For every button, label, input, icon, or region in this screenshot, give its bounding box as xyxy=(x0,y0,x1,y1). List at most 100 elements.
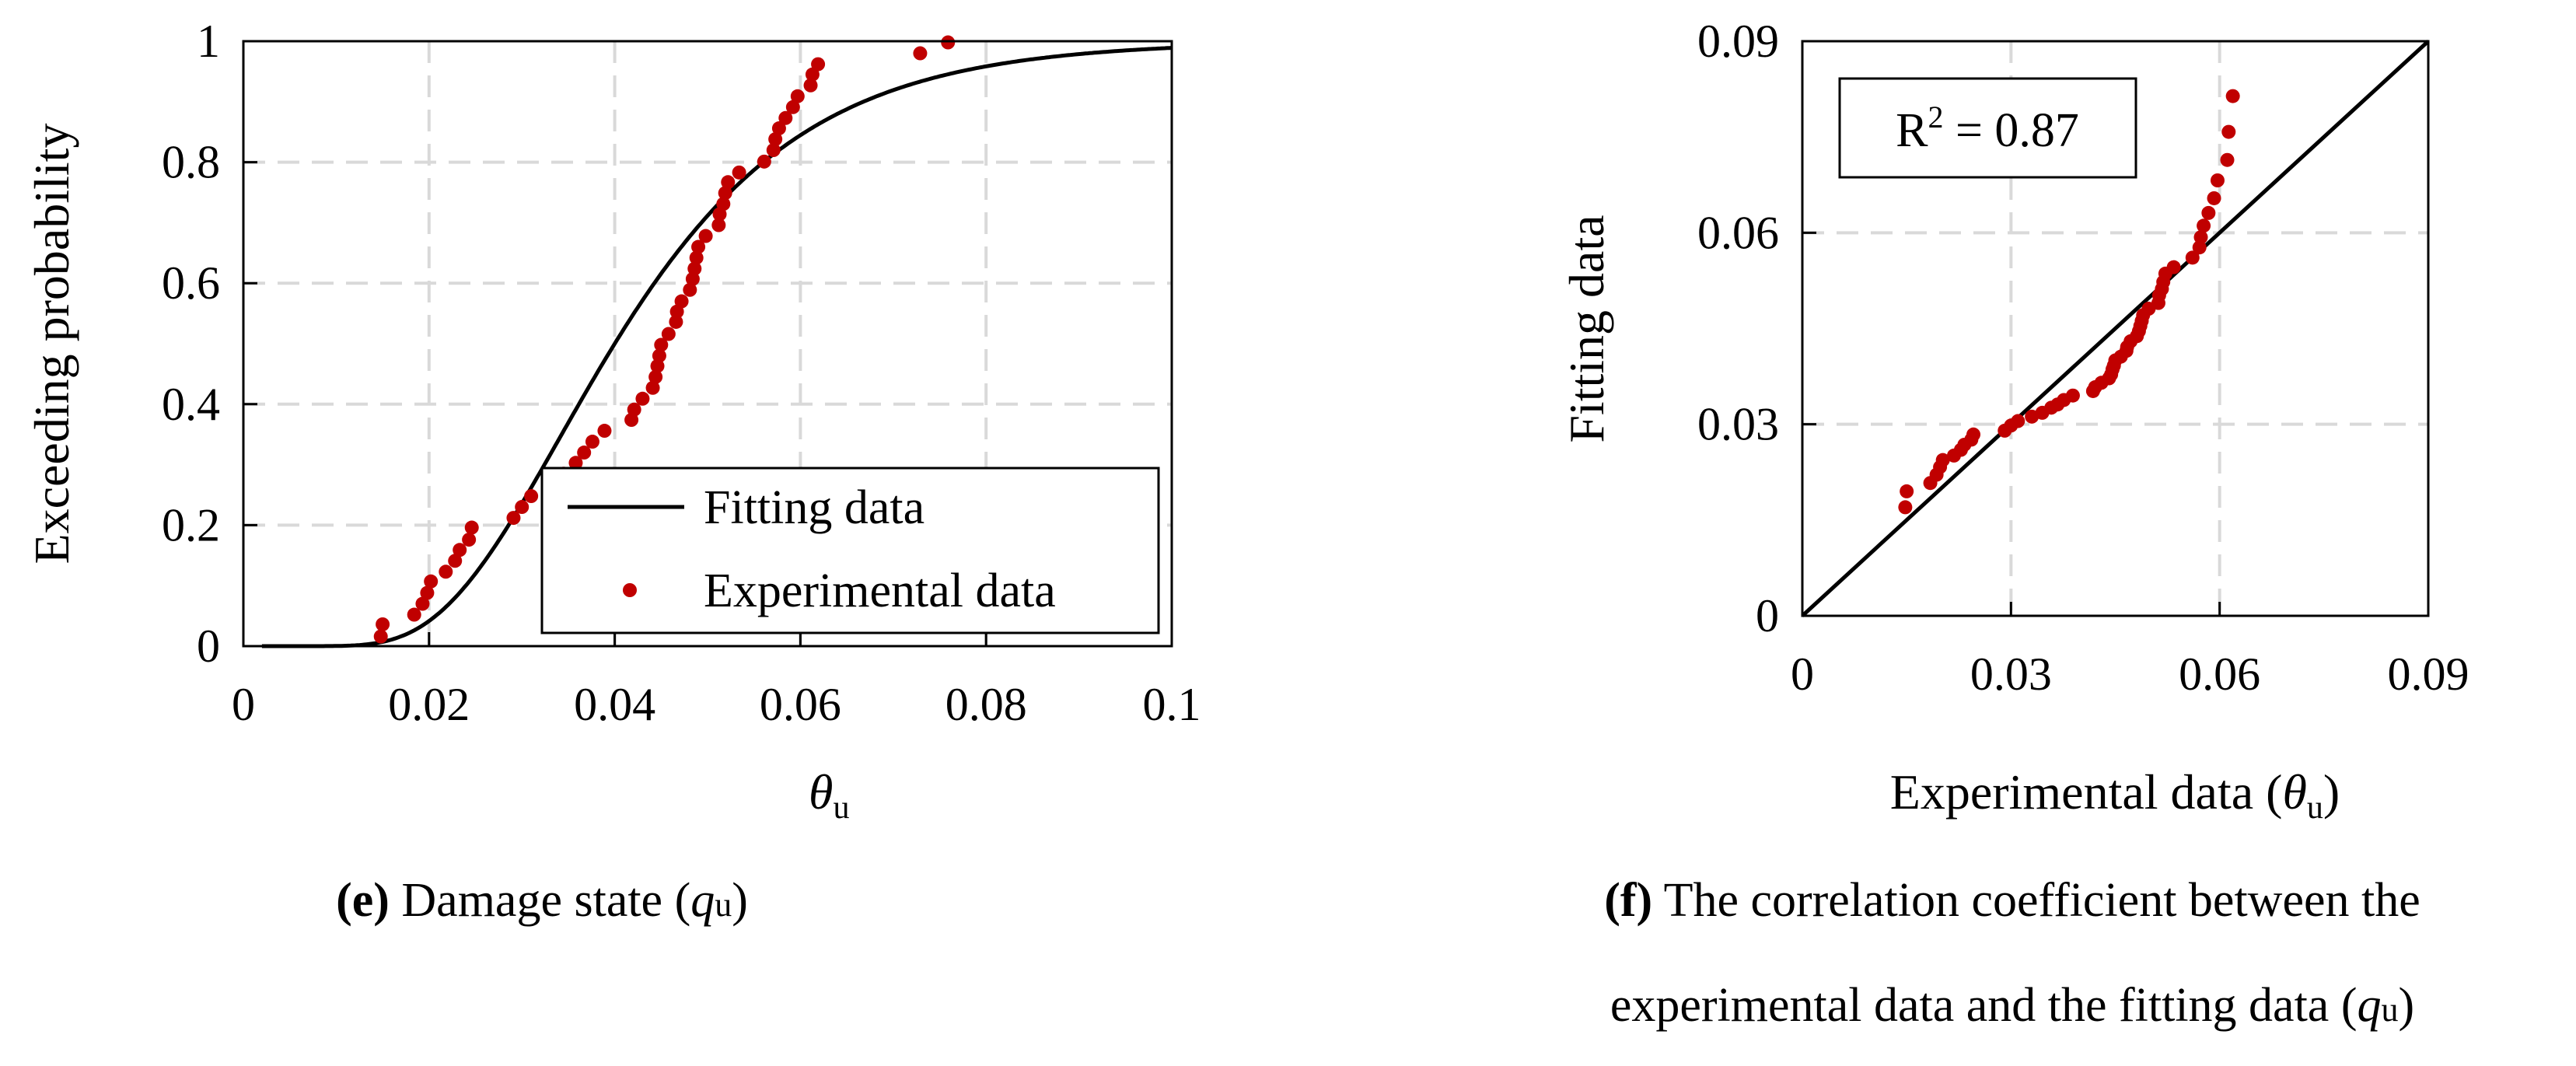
f-y-axis-title: Fitting data xyxy=(1559,215,1614,442)
experimental-data-point xyxy=(790,89,805,103)
experimental-data-point xyxy=(771,121,786,136)
f-y-tick-label: 0 xyxy=(1756,590,1779,641)
f-x-axis-title: Experimental data (θu) xyxy=(1890,764,2340,826)
legend-point-swatch xyxy=(623,583,637,597)
e-x-tick-label: 0.08 xyxy=(945,679,1027,730)
e-y-axis-title: Exceeding probability xyxy=(24,124,79,564)
experimental-data-point xyxy=(687,261,702,276)
e-x-tick-label: 0.06 xyxy=(760,679,841,730)
legend-experimental-label: Experimental data xyxy=(704,564,1056,617)
correlation-data-point xyxy=(2065,388,2080,403)
experimental-data-point xyxy=(811,57,826,72)
f-caption-line-2: experimental data and the fitting data (… xyxy=(1610,979,2414,1032)
experimental-data-point xyxy=(577,446,592,460)
experimental-data-point xyxy=(913,46,928,61)
experimental-data-point xyxy=(462,533,477,547)
experimental-data-point xyxy=(652,348,666,363)
legend-fitting-label: Fitting data xyxy=(704,481,924,534)
experimental-data-point xyxy=(732,165,746,180)
experimental-data-point xyxy=(515,500,530,515)
experimental-data-point xyxy=(373,629,388,644)
e-y-tick-label: 0.2 xyxy=(162,499,220,550)
correlation-data-point xyxy=(2220,152,2235,167)
e-x-tick-label: 0.02 xyxy=(388,679,470,730)
experimental-data-point xyxy=(716,197,731,211)
e-axes: 0 0.02 0.04 0.06 0.08 0.1 0 0.2 0.4 0.6 0.8 1 xyxy=(162,16,1201,730)
r-squared-annotation: R2 = 0.87 xyxy=(1838,77,2137,179)
e-x-tick-label: 0.04 xyxy=(574,679,655,730)
correlation-data-point xyxy=(2197,218,2211,233)
correlation-data-point xyxy=(1966,427,1981,442)
experimental-data-point xyxy=(635,391,650,406)
experimental-data-point xyxy=(711,218,726,232)
correlation-data-point xyxy=(2166,260,2181,274)
experimental-data-point xyxy=(648,369,663,384)
experimental-data-point xyxy=(674,294,689,309)
f-axes: 0 0.03 0.06 0.09 0 0.03 0.06 0.09 xyxy=(1697,16,2469,700)
experimental-data-point xyxy=(778,110,793,125)
correlation-data-point xyxy=(2201,205,2216,220)
experimental-data-point xyxy=(803,78,818,93)
experimental-data-point xyxy=(698,229,713,243)
experimental-data-point xyxy=(424,574,439,589)
experimental-data-point xyxy=(941,35,956,50)
experimental-data-point xyxy=(420,585,435,600)
e-x-tick-label: 0.1 xyxy=(1143,679,1201,730)
f-points xyxy=(1898,89,2240,515)
r-squared-text: R2 = 0.87 xyxy=(1896,100,2079,157)
e-legend: Fitting data Experimental data xyxy=(540,467,1160,634)
correlation-data-point xyxy=(1935,453,1950,467)
e-x-axis-title: θu xyxy=(809,764,849,826)
experimental-data-point xyxy=(448,554,463,568)
experimental-data-point xyxy=(585,435,599,449)
f-x-tick-label: 0.09 xyxy=(2388,648,2469,700)
y-equals-x-line xyxy=(1801,40,2430,617)
experimental-data-point xyxy=(689,250,704,265)
experimental-data-point xyxy=(439,564,453,579)
f-y-tick-label: 0.06 xyxy=(1697,207,1779,258)
correlation-data-point xyxy=(1900,484,1914,498)
experimental-data-point xyxy=(645,380,660,395)
experimental-data-point xyxy=(691,239,706,254)
f-gridlines xyxy=(1802,41,2428,616)
experimental-data-point xyxy=(785,100,800,114)
experimental-data-point xyxy=(757,154,771,169)
e-y-tick-label: 0.6 xyxy=(162,257,220,309)
correlation-data-point xyxy=(2193,230,2208,245)
e-experimental-points xyxy=(373,35,956,644)
experimental-data-point xyxy=(597,424,612,439)
f-caption-line-1: (f) The correlation coefficient between … xyxy=(1604,874,2420,927)
experimental-data-point xyxy=(683,282,697,297)
correlation-data-point xyxy=(2207,190,2221,205)
f-reference-line-group xyxy=(1801,40,2430,617)
experimental-data-point xyxy=(524,489,539,504)
experimental-data-point xyxy=(669,314,683,329)
f-y-tick-label: 0.09 xyxy=(1697,16,1779,67)
legend-box xyxy=(540,467,1160,634)
experimental-data-point xyxy=(506,511,521,526)
experimental-data-point xyxy=(768,132,783,147)
f-x-tick-label: 0 xyxy=(1791,648,1814,700)
correlation-data-point xyxy=(2210,173,2225,188)
experimental-data-point xyxy=(627,402,641,417)
e-y-tick-label: 0 xyxy=(197,620,220,672)
experimental-data-point xyxy=(805,67,820,82)
e-y-tick-label: 0.8 xyxy=(162,137,220,188)
e-caption: (e) Damage state (qu) xyxy=(336,874,748,927)
f-y-tick-label: 0.03 xyxy=(1697,399,1779,450)
experimental-data-point xyxy=(407,607,421,622)
f-plot-frame xyxy=(1801,40,2430,617)
correlation-data-point xyxy=(1898,500,1913,515)
correlation-data-point xyxy=(2011,414,2025,428)
f-x-tick-label: 0.03 xyxy=(1970,648,2052,700)
r-squared-box xyxy=(1838,77,2137,179)
experimental-data-point xyxy=(766,143,781,158)
f-x-tick-label: 0.06 xyxy=(2179,648,2260,700)
correlation-data-point xyxy=(2185,250,2200,265)
experimental-data-point xyxy=(453,543,467,557)
panel-e-damage-state-chart: 0 0.02 0.04 0.06 0.08 0.1 0 0.2 0.4 0.6 0.8 1 θu (e… xyxy=(24,16,1201,927)
experimental-data-point xyxy=(568,456,583,470)
experimental-data-point xyxy=(654,337,669,352)
